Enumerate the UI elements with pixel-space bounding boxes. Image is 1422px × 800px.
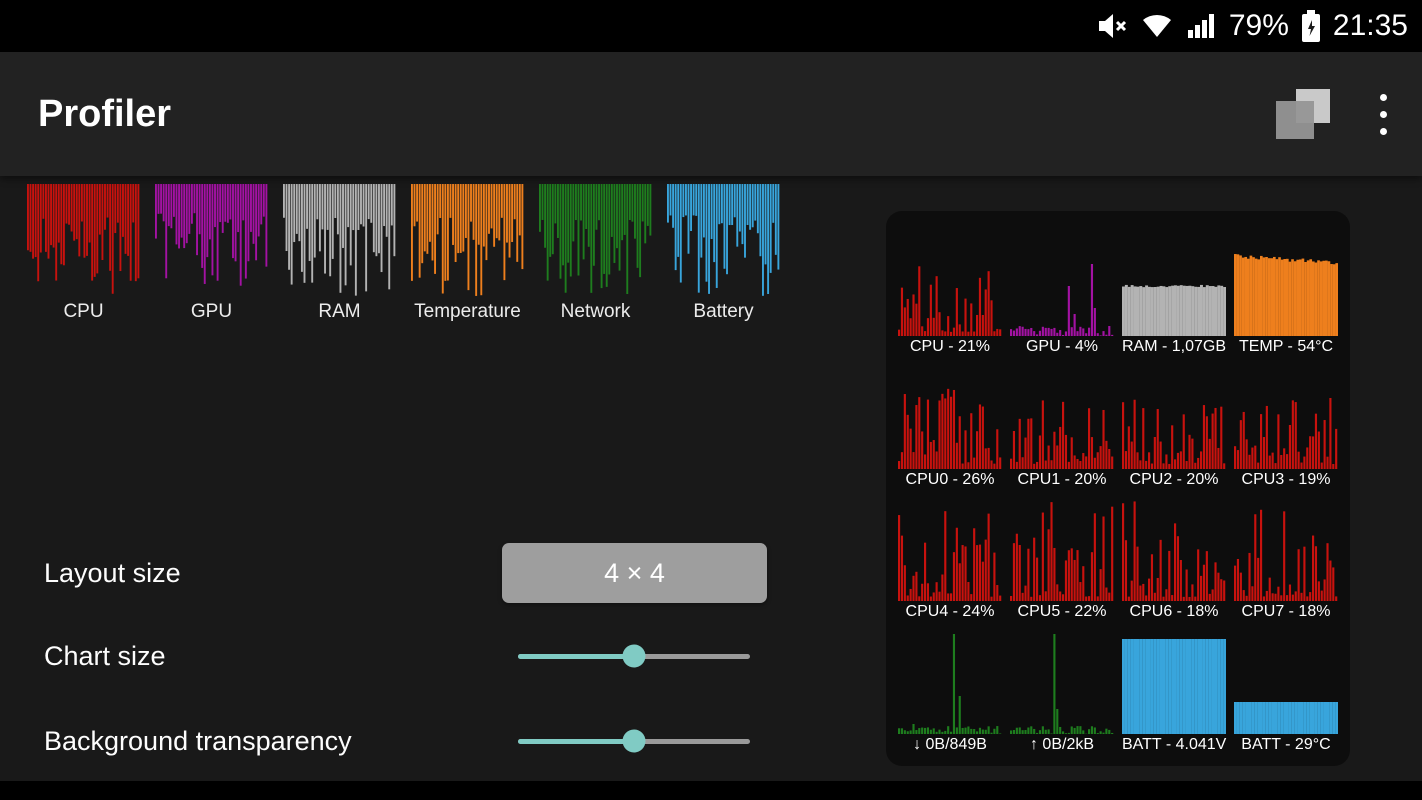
chart-preview-graph	[539, 184, 652, 296]
widget-tile-chart	[1234, 501, 1338, 602]
layout-size-button[interactable]: 4 × 4	[502, 543, 767, 603]
app-bar-actions	[1274, 85, 1388, 143]
widget-tile: CPU3 - 19%	[1230, 358, 1342, 491]
widget-tile-label: TEMP - 54°C	[1238, 337, 1334, 355]
widget-tile-chart	[1234, 369, 1338, 469]
widget-tile: ↑ 0B/2kB	[1006, 623, 1118, 756]
widget-preview-grid: CPU - 21% GPU - 4% RAM - 1,07GB TEMP - 54°C…	[894, 225, 1342, 756]
battery-icon	[1301, 10, 1320, 42]
bottom-bar	[0, 781, 1422, 800]
widget-tile-chart	[1122, 236, 1226, 336]
widget-tile-chart	[1234, 634, 1338, 734]
chart-preview-label: GPU	[190, 301, 233, 322]
widget-tile: CPU - 21%	[894, 225, 1006, 358]
slider-fill	[518, 738, 634, 744]
chart-preview-label: Network	[560, 301, 631, 322]
page-title: Profiler	[38, 92, 172, 135]
battery-percent: 79%	[1228, 9, 1289, 42]
widget-tile: CPU2 - 20%	[1118, 358, 1230, 491]
chart-preview-graph	[155, 184, 268, 296]
layout-size-label: Layout size	[44, 557, 181, 588]
widget-tile-label: CPU2 - 20%	[1129, 470, 1219, 488]
widget-tile: CPU5 - 22%	[1006, 491, 1118, 624]
widget-tile-label: CPU7 - 18%	[1241, 603, 1331, 621]
widget-tile-chart	[1122, 369, 1226, 469]
chart-preview-graph	[27, 184, 140, 296]
overflow-menu-icon[interactable]	[1378, 85, 1388, 143]
widget-tile-chart	[898, 501, 1002, 602]
widget-tile: BATT - 29°C	[1230, 623, 1342, 756]
widget-tile: CPU1 - 20%	[1006, 358, 1118, 491]
background-transparency-slider[interactable]	[518, 715, 750, 767]
chart-preview-graph	[411, 184, 524, 296]
chart-preview-graph	[283, 184, 396, 296]
chart-preview-label: CPU	[63, 301, 104, 322]
overlay-widget-icon[interactable]	[1274, 85, 1332, 143]
main-content: CPU GPU RAM Temperature Network Battery Layou…	[0, 176, 1422, 781]
widget-tile-chart	[898, 369, 1002, 469]
chart-preview-temperature[interactable]: Temperature	[411, 184, 524, 323]
chart-preview-network[interactable]: Network	[539, 184, 652, 323]
widget-tile-label: RAM - 1,07GB	[1122, 337, 1227, 355]
widget-tile-chart	[1010, 369, 1114, 469]
chart-preview-ram[interactable]: RAM	[283, 184, 396, 323]
chart-preview-label: Battery	[693, 301, 754, 322]
chart-size-label: Chart size	[44, 640, 166, 671]
chart-preview-graph	[667, 184, 780, 296]
app-bar: Profiler	[0, 52, 1422, 176]
widget-tile-label: CPU5 - 22%	[1017, 603, 1107, 621]
widget-tile: TEMP - 54°C	[1230, 225, 1342, 358]
widget-tile-chart	[1010, 236, 1114, 336]
chart-preview-label: RAM	[318, 301, 361, 322]
widget-tile-chart	[1010, 634, 1114, 734]
widget-preview-panel: CPU - 21% GPU - 4% RAM - 1,07GB TEMP - 54°C…	[886, 211, 1350, 766]
widget-tile: ↓ 0B/849B	[894, 623, 1006, 756]
status-clock: 21:35	[1332, 9, 1408, 42]
widget-tile-label: CPU6 - 18%	[1129, 603, 1219, 621]
widget-tile-label: CPU0 - 26%	[905, 470, 995, 488]
widget-tile-chart	[898, 236, 1002, 336]
chart-preview-gpu[interactable]: GPU	[155, 184, 268, 323]
background-transparency-label: Background transparency	[44, 725, 352, 756]
chart-preview-cpu[interactable]: CPU	[27, 184, 140, 323]
widget-tile-chart	[1122, 634, 1226, 734]
overlay-square-front	[1276, 101, 1314, 139]
widget-tile: RAM - 1,07GB	[1118, 225, 1230, 358]
widget-tile-label: ↓ 0B/849B	[913, 736, 987, 753]
widget-tile-label: ↑ 0B/2kB	[1029, 736, 1095, 753]
widget-tile-label: CPU3 - 19%	[1241, 470, 1331, 488]
slider-thumb[interactable]	[622, 729, 646, 753]
widget-tile-label: CPU - 21%	[909, 337, 991, 355]
widget-tile: CPU4 - 24%	[894, 491, 1006, 624]
widget-tile: CPU6 - 18%	[1118, 491, 1230, 624]
widget-tile-label: BATT - 29°C	[1241, 736, 1331, 753]
mute-icon	[1098, 14, 1126, 38]
widget-tile-chart	[1122, 501, 1226, 602]
slider-fill	[518, 653, 634, 659]
widget-tile: CPU7 - 18%	[1230, 491, 1342, 624]
signal-icon	[1187, 14, 1214, 38]
wifi-icon	[1142, 14, 1171, 38]
widget-tile-label: CPU4 - 24%	[905, 603, 995, 621]
slider-thumb[interactable]	[622, 644, 646, 668]
chart-preview-label: Temperature	[414, 301, 521, 322]
chart-size-slider[interactable]	[518, 630, 750, 682]
chart-preview-battery[interactable]: Battery	[667, 184, 780, 323]
widget-tile: GPU - 4%	[1006, 225, 1118, 358]
widget-tile-label: CPU1 - 20%	[1017, 470, 1107, 488]
widget-tile-chart	[1010, 501, 1114, 602]
widget-tile: BATT - 4.041V	[1118, 623, 1230, 756]
widget-tile-chart	[1234, 236, 1338, 336]
widget-tile-chart	[898, 634, 1002, 734]
widget-tile-label: GPU - 4%	[1025, 337, 1098, 355]
chart-type-previews: CPU GPU RAM Temperature Network Battery	[27, 184, 780, 323]
widget-tile-label: BATT - 4.041V	[1122, 736, 1227, 753]
status-bar: 79% 21:35	[0, 0, 1422, 52]
widget-tile: CPU0 - 26%	[894, 358, 1006, 491]
